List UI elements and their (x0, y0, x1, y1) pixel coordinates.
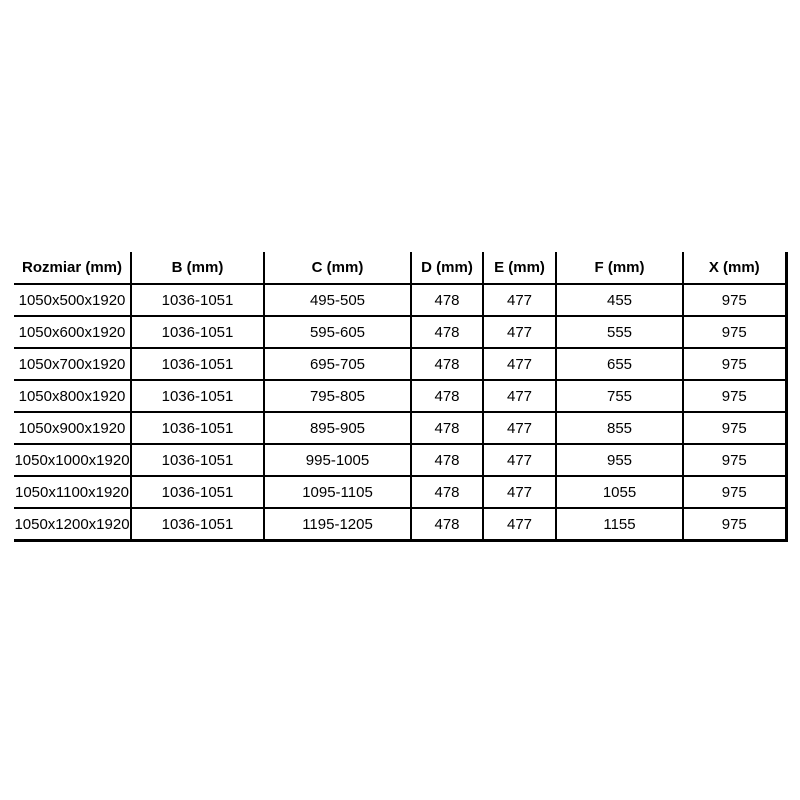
column-header: F (mm) (555, 252, 684, 285)
table-cell: 795-805 (263, 379, 412, 413)
table-cell: 595-605 (263, 315, 412, 349)
table-cell: 695-705 (263, 347, 412, 381)
table-cell: 478 (410, 507, 484, 542)
table-cell: 1055 (555, 475, 684, 509)
table-cell: 1050x1000x1920 (14, 443, 132, 477)
table-cell: 895-905 (263, 411, 412, 445)
table-cell: 1036-1051 (130, 443, 265, 477)
table-cell: 1050x800x1920 (14, 379, 132, 413)
table-cell: 1036-1051 (130, 475, 265, 509)
table-row: 1050x900x1920 1036-1051 895-905 478 477 855 97… (14, 411, 788, 445)
table-cell: 1036-1051 (130, 379, 265, 413)
column-header: D (mm) (410, 252, 484, 285)
table-cell: 495-505 (263, 283, 412, 317)
table-cell: 975 (682, 475, 788, 509)
table-row: 1050x500x1920 1036-1051 495-505 478 477 455 97… (14, 283, 788, 317)
table-cell: 478 (410, 315, 484, 349)
table-cell: 478 (410, 283, 484, 317)
table-cell: 855 (555, 411, 684, 445)
table-cell: 1050x500x1920 (14, 283, 132, 317)
table-cell: 975 (682, 315, 788, 349)
table-cell: 1036-1051 (130, 347, 265, 381)
table-cell: 1050x1200x1920 (14, 507, 132, 542)
table-cell: 478 (410, 443, 484, 477)
table-cell: 1050x1100x1920 (14, 475, 132, 509)
table-cell: 478 (410, 379, 484, 413)
table-cell: 1050x900x1920 (14, 411, 132, 445)
table-cell: 755 (555, 379, 684, 413)
table-cell: 478 (410, 411, 484, 445)
table-cell: 478 (410, 475, 484, 509)
table-cell: 477 (482, 443, 557, 477)
column-header: B (mm) (130, 252, 265, 285)
table-cell: 1050x600x1920 (14, 315, 132, 349)
table-cell: 477 (482, 475, 557, 509)
table-cell: 975 (682, 379, 788, 413)
table-cell: 975 (682, 507, 788, 542)
table-cell: 655 (555, 347, 684, 381)
table-header-row: Rozmiar (mm) B (mm) C (mm) D (mm) E (mm) F (m… (14, 252, 788, 285)
table-cell: 995-1005 (263, 443, 412, 477)
table-cell: 477 (482, 379, 557, 413)
table-row: 1050x1100x1920 1036-1051 1095-1105 478 477 10… (14, 475, 788, 509)
table-cell: 975 (682, 347, 788, 381)
table-cell: 1036-1051 (130, 507, 265, 542)
table-cell: 1050x700x1920 (14, 347, 132, 381)
table-cell: 975 (682, 411, 788, 445)
table-row: 1050x800x1920 1036-1051 795-805 478 477 755 97… (14, 379, 788, 413)
table-row: 1050x1000x1920 1036-1051 995-1005 478 477 955… (14, 443, 788, 477)
table-cell: 478 (410, 347, 484, 381)
table-cell: 975 (682, 283, 788, 317)
table-cell: 1195-1205 (263, 507, 412, 542)
table-cell: 477 (482, 315, 557, 349)
table-row: 1050x1200x1920 1036-1051 1195-1205 478 477 11… (14, 507, 788, 542)
table-cell: 477 (482, 507, 557, 542)
table-row: 1050x700x1920 1036-1051 695-705 478 477 655 97… (14, 347, 788, 381)
table-cell: 1036-1051 (130, 315, 265, 349)
column-header: Rozmiar (mm) (14, 252, 132, 285)
column-header: E (mm) (482, 252, 557, 285)
table-cell: 555 (555, 315, 684, 349)
table-cell: 955 (555, 443, 684, 477)
table-cell: 1036-1051 (130, 283, 265, 317)
column-header: C (mm) (263, 252, 412, 285)
table-cell: 455 (555, 283, 684, 317)
table-cell: 1036-1051 (130, 411, 265, 445)
dimensions-table: Rozmiar (mm) B (mm) C (mm) D (mm) E (mm) F (m… (14, 252, 788, 542)
table-cell: 477 (482, 411, 557, 445)
table-row: 1050x600x1920 1036-1051 595-605 478 477 555 97… (14, 315, 788, 349)
column-header: X (mm) (682, 252, 788, 285)
table-cell: 1095-1105 (263, 475, 412, 509)
table-cell: 477 (482, 283, 557, 317)
table-cell: 1155 (555, 507, 684, 542)
table-cell: 477 (482, 347, 557, 381)
table-cell: 975 (682, 443, 788, 477)
